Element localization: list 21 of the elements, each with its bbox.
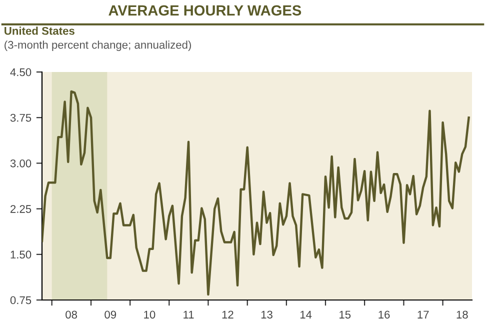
x-tick-label: 08 bbox=[66, 310, 78, 319]
chart-title: AVERAGE HOURLY WAGES bbox=[108, 5, 302, 16]
x-tick-label: 14 bbox=[300, 310, 312, 318]
x-tick-label: 11 bbox=[184, 310, 194, 318]
x-tick-label: 10 bbox=[144, 310, 156, 319]
x-tick-label: 09 bbox=[104, 310, 116, 319]
line-series bbox=[42, 90, 470, 296]
x-tick-label: 18 bbox=[456, 310, 468, 319]
y-tick-label: 3.75 bbox=[10, 114, 32, 122]
y-tick-label: 1.50 bbox=[10, 250, 32, 259]
x-tick-label: 16 bbox=[378, 310, 390, 319]
y-tick-label: 3.00 bbox=[10, 159, 32, 168]
x-tick-label: 13 bbox=[261, 310, 272, 319]
x-tick-label: 12 bbox=[222, 310, 234, 318]
x-tick-label: 15 bbox=[340, 310, 351, 319]
x-tick-label: 17 bbox=[418, 310, 429, 318]
y-tick-label: 0.75 bbox=[10, 296, 32, 304]
y-tick-label: 4.50 bbox=[10, 68, 32, 76]
text: (3-month percent change; annualized) bbox=[4, 40, 191, 51]
chart-subtitle: United States bbox=[4, 26, 74, 35]
y-tick-label: 2.25 bbox=[10, 205, 32, 213]
